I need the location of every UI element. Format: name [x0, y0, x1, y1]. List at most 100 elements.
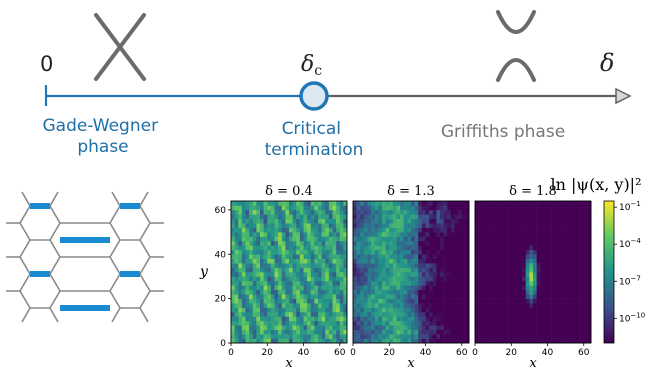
heatmap-cell — [332, 303, 337, 308]
heatmap-cell — [500, 267, 505, 273]
heatmap-cell — [421, 258, 426, 264]
heatmap-cell — [540, 325, 545, 330]
heatmap-cell — [554, 289, 559, 295]
heatmap-cell — [371, 232, 376, 237]
heatmap-cell — [292, 325, 297, 330]
lattice-bond — [109, 290, 121, 309]
heatmap-cell — [565, 294, 570, 299]
lattice-bond — [49, 239, 61, 258]
heatmap-cell — [511, 258, 516, 264]
heatmap-cell — [443, 280, 448, 286]
heatmap-cell — [504, 223, 508, 228]
heatmap-cell — [529, 223, 534, 228]
heatmap-cell — [478, 334, 483, 339]
heatmap-cell — [587, 316, 592, 322]
heatmap-cell — [525, 223, 530, 228]
heatmap-cell — [238, 320, 243, 326]
heatmap-cell — [504, 285, 508, 291]
heatmap-cell — [285, 214, 290, 220]
heatmap-cell — [558, 236, 563, 242]
heatmap-cell — [558, 223, 563, 228]
heatmap-cell — [278, 209, 283, 215]
heatmap-cell — [554, 209, 559, 215]
colorbar-gradient — [603, 200, 615, 344]
heatmap-cell — [525, 272, 530, 277]
heatmap-cell — [458, 325, 463, 330]
heatmap-cell — [407, 289, 412, 295]
heatmap-cell — [458, 276, 463, 282]
heatmap-cell — [296, 289, 301, 295]
heatmap-cell — [551, 218, 556, 224]
heatmap-cell — [454, 289, 459, 295]
heatmap-cell — [461, 298, 466, 304]
heatmap-cell — [425, 223, 430, 228]
heatmap-cell — [328, 232, 333, 237]
heatmap-cell — [461, 214, 466, 220]
heatmap-cell — [554, 307, 559, 313]
heatmap-cell — [583, 303, 588, 308]
heatmap-cell — [343, 209, 348, 215]
heatmap-cell — [238, 232, 243, 237]
heatmap-cell — [325, 285, 330, 291]
heatmap-cell — [339, 311, 344, 317]
heatmap-cell — [274, 240, 279, 246]
heatmap-cell — [356, 320, 361, 326]
heatmap-cell — [318, 285, 322, 291]
heatmap-cell — [518, 325, 523, 330]
heatmap-cell — [249, 205, 254, 211]
heatmap-cell — [489, 285, 494, 291]
heatmap-cell — [440, 232, 444, 237]
heatmap-cell — [274, 285, 279, 291]
heatmap-cell — [540, 307, 545, 313]
heatmap-cell — [307, 285, 312, 291]
heatmap-cell — [281, 294, 286, 299]
heatmap-cell — [436, 325, 441, 330]
heatmap-cell — [289, 258, 293, 264]
heatmap-cell — [403, 263, 408, 268]
heatmap-cell — [514, 240, 519, 246]
heatmap-cell — [418, 209, 423, 215]
heatmap-cell — [267, 258, 272, 264]
heatmap-cell — [360, 232, 365, 237]
heatmap-cell — [504, 311, 508, 317]
heatmap-cell — [458, 232, 463, 237]
heatmap-cell — [339, 232, 344, 237]
heatmap-cell — [396, 227, 401, 233]
heatmap-cell — [496, 214, 501, 220]
heatmap-cell — [461, 249, 466, 255]
heatmap-cell — [576, 218, 581, 224]
heatmap-cell — [478, 320, 483, 326]
heatmap-cell — [576, 272, 581, 277]
heatmap-cell — [587, 307, 592, 313]
heatmap-cell — [339, 254, 344, 259]
heatmap-cell — [547, 320, 552, 326]
heatmap-cell — [500, 307, 505, 313]
heatmap-cell — [507, 209, 512, 215]
heatmap-cell — [325, 258, 330, 264]
heatmap-cell — [514, 209, 519, 215]
heatmap-cell — [371, 303, 376, 308]
heatmap-cell — [360, 240, 365, 246]
heatmap-cell — [289, 249, 293, 255]
heatmap-cell — [356, 201, 361, 206]
heatmap-cell — [360, 249, 365, 255]
heatmap-cell — [385, 294, 390, 299]
heatmap-cell — [385, 263, 390, 268]
heatmap-cell — [475, 294, 479, 299]
heatmap-cell — [256, 263, 261, 268]
heatmap-cell — [475, 307, 479, 313]
heatmap-cell — [533, 316, 537, 322]
heatmap-cell — [418, 232, 423, 237]
heatmap-cell — [461, 232, 466, 237]
heatmap-cell — [507, 249, 512, 255]
heatmap-cell — [540, 329, 545, 335]
heatmap-cell — [418, 276, 423, 282]
heatmap-cell — [482, 236, 487, 242]
heatmap-cell — [389, 289, 394, 295]
heatmap-cell — [285, 267, 290, 273]
heatmap-cell — [500, 227, 505, 233]
heatmap-cell — [436, 236, 441, 242]
heatmap-cell — [267, 303, 272, 308]
heatmap-cell — [321, 294, 326, 299]
